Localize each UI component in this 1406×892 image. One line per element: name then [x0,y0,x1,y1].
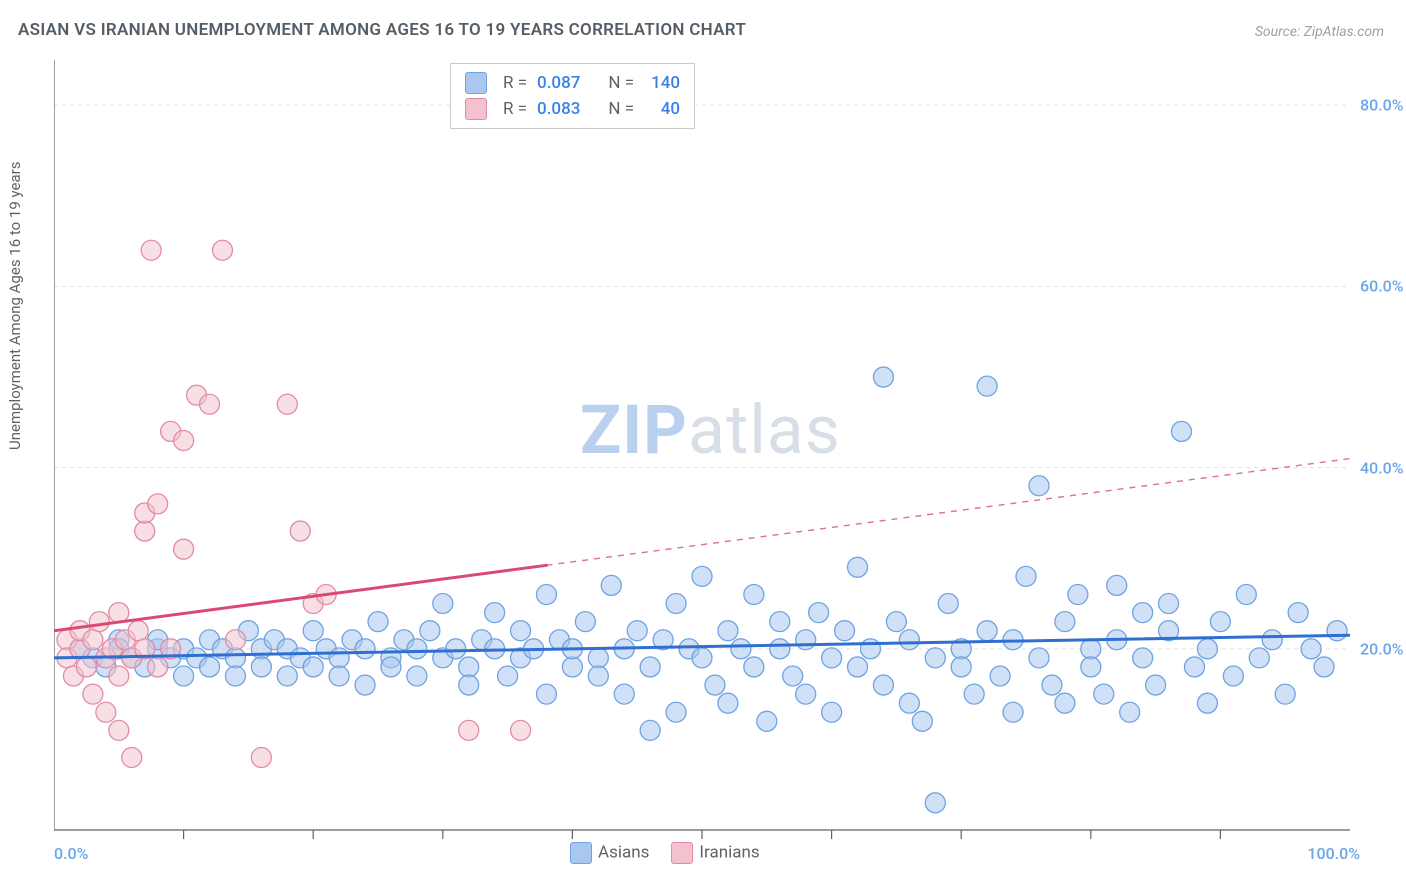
legend-swatch [570,842,592,864]
y-tick-label: 40.0% [1360,458,1404,477]
stats-n-label: N = [608,99,634,119]
legend-label: Asians [598,842,649,862]
stats-r-value: 0.087 [537,73,580,93]
y-tick-label: 60.0% [1360,277,1404,296]
stats-n-value: 40 [644,99,680,119]
stats-row: R = 0.087 N = 140 [465,70,680,96]
stats-n-value: 140 [644,73,680,93]
stats-n-label: N = [608,73,634,93]
series-legend: Asians Iranians [570,842,760,864]
correlation-stats-box: R = 0.087 N = 140 R = 0.083 N = 40 [450,63,695,129]
stats-r-label: R = [503,73,527,93]
legend-swatch [465,72,487,94]
chart-title: ASIAN VS IRANIAN UNEMPLOYMENT AMONG AGES… [18,20,746,40]
x-tick-label-right: 100.0% [1307,844,1360,863]
stats-r-label: R = [503,99,527,119]
stats-r-value: 0.083 [537,99,580,119]
legend-swatch [671,842,693,864]
scatter-chart [54,60,1350,830]
y-tick-label: 20.0% [1360,639,1404,658]
legend-item: Iranians [671,842,759,864]
stats-row: R = 0.083 N = 40 [465,96,680,122]
y-axis-label: Unemployment Among Ages 16 to 19 years [6,162,24,450]
legend-swatch [465,98,487,120]
x-tick-label-left: 0.0% [54,844,88,863]
y-tick-label: 80.0% [1360,96,1404,115]
source-attribution: Source: ZipAtlas.com [1255,24,1384,40]
legend-item: Asians [570,842,649,864]
legend-label: Iranians [699,842,759,862]
